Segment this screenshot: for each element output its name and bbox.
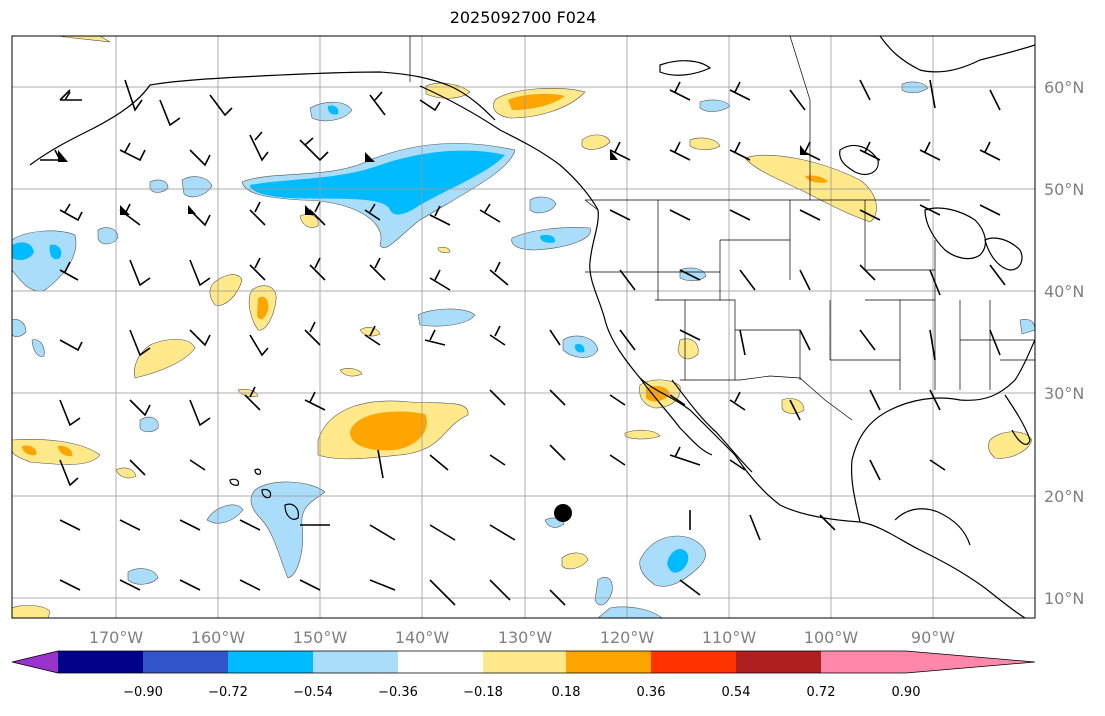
lat-label-20n: 20°N: [1044, 487, 1084, 506]
lon-label-90w: 90°W: [911, 628, 955, 647]
anomaly-positive-region: [12, 439, 101, 465]
lat-label-50n: 50°N: [1044, 180, 1084, 199]
map-frame: [11, 35, 1036, 619]
anomaly-positive-region: [339, 368, 363, 377]
anomaly-negative-region: [417, 308, 476, 327]
anomaly-positive-core: [646, 386, 670, 402]
colorbar-segment: [398, 651, 483, 673]
anomaly-negative-region: [250, 481, 326, 579]
anomaly-positive-region: [689, 137, 721, 151]
anomaly-positive-core: [508, 93, 565, 110]
colorbar: −0.90 −0.72 −0.54 −0.36 −0.18 0.18 0.36 …: [11, 650, 1036, 700]
anomaly-positive-region: [677, 338, 699, 360]
colorbar-tick-label: 0.90: [892, 685, 921, 700]
colorbar-tick-label: 0.54: [722, 685, 751, 700]
anomaly-positive-region: [581, 134, 611, 150]
anomaly-positive-core: [805, 175, 828, 183]
anomaly-negative-core: [250, 150, 505, 215]
location-marker: [554, 504, 572, 522]
anomaly-negative-region: [529, 196, 557, 214]
lat-label-60n: 60°N: [1044, 78, 1084, 97]
political-borders: [409, 36, 1035, 421]
anomaly-negative-core: [540, 234, 556, 243]
colorbar-tick-label: −0.90: [123, 685, 163, 700]
anomaly-negative-core: [327, 105, 339, 115]
colorbar-segment: [821, 651, 906, 673]
anomaly-negative-core: [667, 548, 689, 573]
anomaly-negative-region: [12, 319, 27, 338]
anomaly-positive-region: [624, 429, 661, 440]
anomaly-positive-region: [988, 431, 1033, 459]
graticule: [12, 36, 1035, 618]
lon-label-120w: 120°W: [600, 628, 655, 647]
colorbar-tick-label: −0.72: [208, 685, 248, 700]
lon-label-100w: 100°W: [804, 628, 859, 647]
colorbar-segment: [736, 651, 821, 673]
anomaly-negative-region: [181, 176, 213, 198]
anomaly-positive-region: [12, 605, 51, 618]
anomaly-negative-core: [49, 244, 62, 260]
colorbar-outline: [11, 650, 1036, 674]
anomaly-negative-region: [139, 416, 159, 433]
lon-label-140w: 140°W: [395, 628, 450, 647]
lat-label-10n: 10°N: [1044, 589, 1084, 608]
anomaly-positive-region: [437, 246, 451, 254]
lon-label-150w: 150°W: [293, 628, 348, 647]
map-title: 2025092700 F024: [449, 8, 597, 27]
anomaly-negative-region: [206, 504, 244, 524]
colorbar-tick-label: −0.18: [463, 685, 503, 700]
anomaly-negative-region: [699, 99, 731, 112]
anomaly-negative-region: [127, 568, 159, 585]
lon-label-110w: 110°W: [702, 628, 757, 647]
anomaly-positive-core: [58, 445, 73, 457]
latitude-labels: 60°N 50°N 40°N 30°N 20°N 10°N: [1044, 78, 1084, 608]
colorbar-tick-label: 0.72: [807, 685, 836, 700]
anomaly-negative-region: [679, 267, 707, 282]
colorbar-segment: [228, 651, 313, 673]
lon-label-160w: 160°W: [191, 628, 246, 647]
lon-label-170w: 170°W: [89, 628, 144, 647]
anomaly-positive-region: [57, 36, 111, 43]
wind-barbs: [40, 79, 1006, 606]
colorbar-min-extension: [12, 651, 58, 673]
anomaly-negative-region: [597, 606, 663, 618]
map-canvas: [12, 36, 1035, 618]
colorbar-tick-label: 0.18: [552, 685, 581, 700]
lat-label-40n: 40°N: [1044, 282, 1084, 301]
colorbar-segment: [651, 651, 736, 673]
anomaly-positive-region: [115, 467, 137, 479]
anomaly-negative-region: [1019, 319, 1035, 335]
colorbar-max-extension: [906, 651, 1035, 673]
anomaly-positive-core: [257, 296, 269, 320]
longitude-labels: 170°W 160°W 150°W 140°W 130°W 120°W 110°…: [89, 628, 955, 647]
colorbar-segment: [58, 651, 143, 673]
anomaly-positive-region: [359, 327, 381, 337]
anomaly-positive-core: [350, 411, 427, 451]
lon-label-130w: 130°W: [498, 628, 553, 647]
anomaly-negative-core: [12, 242, 34, 260]
anomaly-negative-region: [31, 339, 45, 357]
colorbar-segment: [566, 651, 651, 673]
anomaly-positive-core: [22, 445, 37, 456]
wind-barb-flags: [58, 145, 808, 215]
anomaly-fills: [12, 36, 1035, 618]
anomaly-positive-region: [561, 552, 589, 570]
anomaly-negative-core: [574, 343, 585, 353]
colorbar-segment: [143, 651, 228, 673]
colorbar-tick-label: −0.54: [293, 685, 333, 700]
colorbar-tick-label: 0.36: [637, 685, 666, 700]
colorbar-segment: [483, 651, 566, 673]
colorbar-tick-label: −0.36: [378, 685, 418, 700]
colorbar-segment: [313, 651, 398, 673]
lat-label-30n: 30°N: [1044, 384, 1084, 403]
anomaly-negative-region: [97, 227, 119, 245]
coastlines: [29, 36, 1035, 618]
